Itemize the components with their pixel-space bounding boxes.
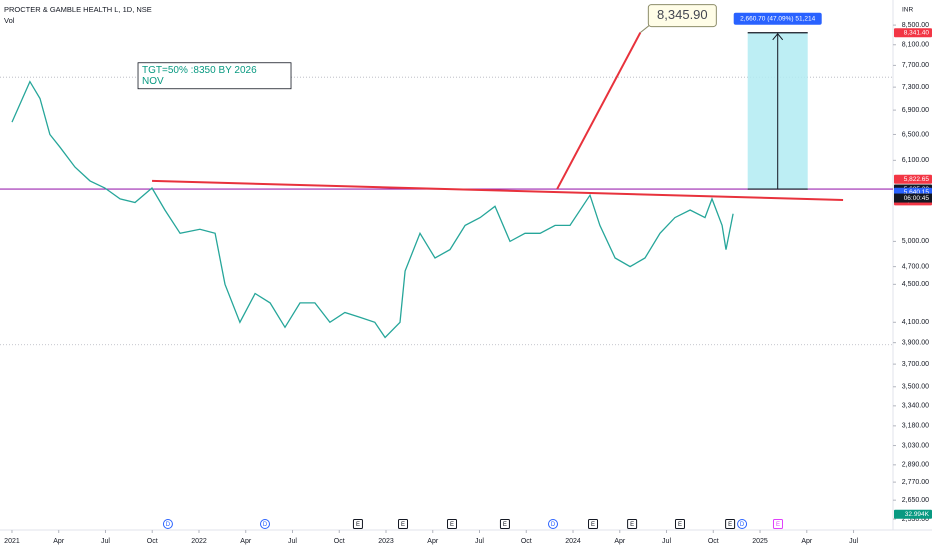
event-marker [162,519,173,529]
x-tick-label: Oct [147,538,158,545]
callout-box [647,4,717,28]
y-tick-label: 3,500.00 [902,384,929,391]
event-label: E [450,522,454,528]
event-label: E [591,522,595,528]
price-badge-label: 5,640.15 [904,189,930,196]
x-tick-label: Jul [101,538,110,545]
trendline [556,32,642,190]
y-tick-label: 7,300.00 [902,84,929,91]
event-label: E [678,522,682,528]
countdown-label: 06:00:45 [904,195,930,202]
x-tick-label: Apr [801,538,813,545]
x-tick-label: Oct [334,538,345,545]
event-marker [674,519,685,529]
event-marker [627,519,638,529]
y-tick-label: 8,100.00 [902,42,929,49]
x-tick-label: Apr [53,538,65,545]
event-marker [499,519,510,529]
y-tick-label: 4,100.00 [902,319,929,326]
x-tick-label: Jul [849,538,858,545]
event-marker [588,519,599,529]
measure-label-box [733,12,822,25]
event-label: D [740,522,745,528]
y-tick-label: 5,000.00 [902,238,929,245]
event-label: D [263,522,268,528]
event-label: E [401,522,405,528]
x-tick-label: 2021 [4,538,20,545]
x-tick-label: Jul [475,538,484,545]
event-marker [447,519,458,529]
event-marker [548,519,559,529]
event-marker [725,519,736,529]
x-tick-label: 2024 [565,538,581,545]
trendline [152,179,844,201]
currency-label: INR [902,7,914,14]
x-tick-label: 2022 [191,538,207,545]
event-marker [260,519,271,529]
y-tick-label: 4,700.00 [902,263,929,270]
price-badge [894,174,932,184]
measure-label: 2,660.70 (47.09%) 51,214 [740,16,816,23]
note-text: TGT=50% :8350 BY 2026 NOV [142,64,257,86]
y-tick-label: 6,900.00 [902,107,929,114]
price-badge-label: 5,822.65 [904,176,930,183]
event-marker [352,519,363,529]
event-marker [772,519,783,529]
y-tick-label: 3,340.00 [902,403,929,410]
event-label: E [356,522,360,528]
event-marker [398,519,409,529]
x-tick-label: Apr [614,538,626,545]
note-line: TGT=50% :8350 BY 2026 [142,64,257,75]
countdown-badge [894,193,932,203]
price-badge [894,28,932,38]
event-label: E [776,522,780,528]
y-tick-label: 4,500.00 [902,281,929,288]
y-tick-label: 2,770.00 [902,479,929,486]
event-marker [737,519,748,529]
price-badge-label: 32.994K [905,511,930,518]
price-badge-label: 8,341.40 [904,30,930,37]
note-box [137,62,292,90]
note-line: NOV [142,75,164,86]
y-tick-label: 2,650.00 [902,497,929,504]
x-tick-label: 2025 [752,538,768,545]
chart-title: PROCTER & GAMBLE HEALTH L, 1D, NSE [4,5,152,14]
event-label: E [503,522,507,528]
y-tick-label: 7,700.00 [902,62,929,69]
measure-arrow-head [772,33,784,41]
event-label: E [728,522,732,528]
y-tick-label: 3,700.00 [902,361,929,368]
y-tick-label: 8,500.00 [902,22,929,29]
y-tick-label: 2,530.00 [902,516,929,523]
volume-label: Vol [4,16,15,25]
y-tick-label: 2,890.00 [902,462,929,469]
y-tick-label: 3,900.00 [902,340,929,347]
callout-label: 8,345.90 [657,7,708,22]
y-tick-label: 6,500.00 [902,131,929,138]
y-tick-label: 3,180.00 [902,423,929,430]
event-label: E [630,522,634,528]
y-tick-label: 3,030.00 [902,442,929,449]
x-tick-label: Oct [708,538,719,545]
x-tick-label: 2023 [378,538,394,545]
x-tick-label: Oct [521,538,532,545]
x-tick-label: Jul [662,538,671,545]
event-label: D [551,522,556,528]
price-line [11,80,734,339]
x-tick-label: Jul [288,538,297,545]
x-tick-label: Apr [427,538,439,545]
event-label: D [166,522,171,528]
price-badge [894,509,932,519]
y-tick-label: 6,100.00 [902,157,929,164]
x-tick-label: Apr [240,538,252,545]
